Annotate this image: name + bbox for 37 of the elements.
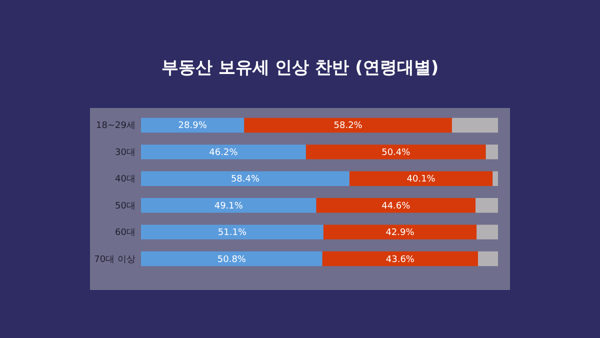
bar <box>316 198 476 213</box>
bar <box>492 171 498 186</box>
bar <box>486 144 498 160</box>
y-tick-label: 70대 이상 <box>94 254 136 265</box>
data-label: 51.1% <box>218 228 247 238</box>
data-label: 44.6% <box>382 201 411 212</box>
data-label: 58.2% <box>334 121 363 132</box>
bar <box>476 224 498 240</box>
bar <box>349 171 493 186</box>
y-tick-label: 30대 <box>115 148 136 158</box>
y-tick-label: 40대 <box>115 174 136 185</box>
bar <box>323 224 477 240</box>
data-label: 49.1% <box>214 201 244 212</box>
bar <box>141 224 324 240</box>
y-tick-label: 18~29세 <box>96 121 136 132</box>
data-label: 43.6% <box>386 254 415 265</box>
bar <box>476 198 498 213</box>
y-tick-label: 60대 <box>115 228 136 238</box>
data-label: 42.9% <box>386 228 415 238</box>
bar <box>478 251 498 266</box>
data-label: 28.9% <box>178 121 208 132</box>
y-tick-label: 50대 <box>115 201 136 212</box>
bar <box>244 118 452 133</box>
bar <box>141 171 350 186</box>
bar <box>306 144 486 160</box>
data-label: 50.4% <box>382 148 411 158</box>
data-label: 58.4% <box>230 174 260 185</box>
chart-title: 부동산 보유세 인상 찬반 (연령대별) <box>160 57 440 79</box>
bar <box>141 198 316 213</box>
bar <box>452 118 498 133</box>
bar <box>141 144 306 160</box>
data-label: 40.1% <box>406 174 436 185</box>
data-label: 50.8% <box>217 254 246 265</box>
bar <box>322 251 478 266</box>
data-label: 46.2% <box>209 148 238 158</box>
bar <box>141 118 244 133</box>
bar <box>141 251 322 266</box>
